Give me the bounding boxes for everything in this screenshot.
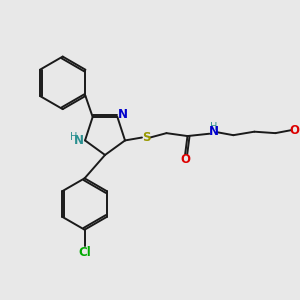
Text: N: N — [74, 134, 84, 147]
Text: O: O — [290, 124, 300, 137]
Text: H: H — [70, 132, 78, 142]
Text: N: N — [208, 125, 218, 138]
Text: N: N — [118, 108, 128, 121]
Text: S: S — [142, 131, 150, 144]
Text: H: H — [210, 122, 217, 132]
Text: O: O — [180, 154, 190, 166]
Text: Cl: Cl — [78, 246, 91, 259]
